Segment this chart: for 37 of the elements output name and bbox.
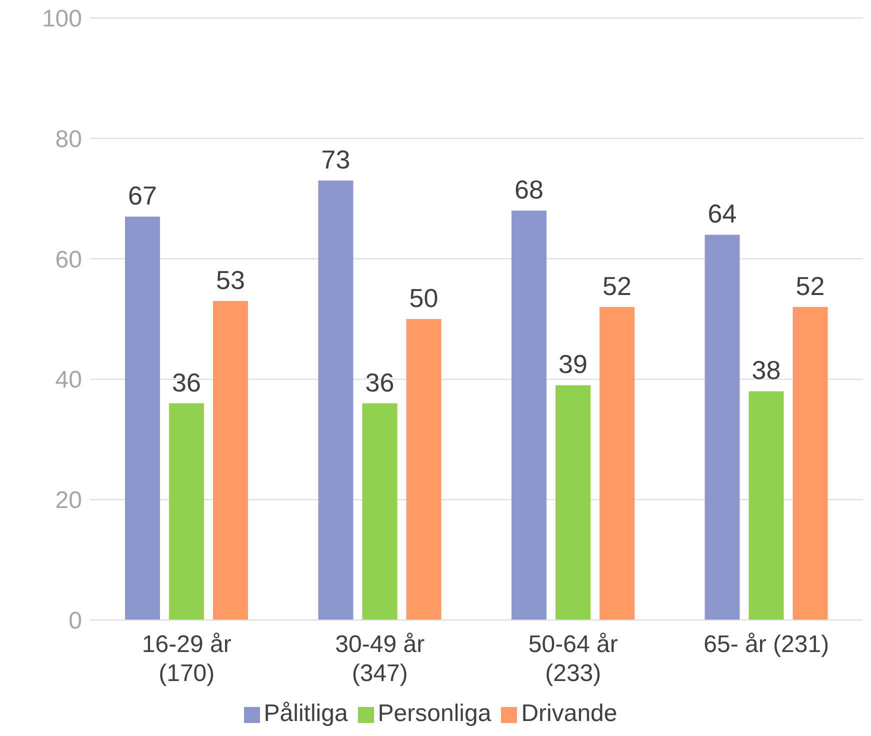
y-tick-label: 20 bbox=[55, 487, 82, 514]
data-label: 53 bbox=[216, 264, 245, 295]
x-tick-label: 65- år (231) bbox=[704, 631, 830, 658]
data-label: 52 bbox=[602, 270, 632, 301]
bar bbox=[704, 234, 740, 620]
bar bbox=[600, 306, 634, 620]
bar bbox=[362, 403, 398, 620]
bar bbox=[406, 319, 442, 620]
bar bbox=[213, 300, 248, 620]
bar bbox=[318, 180, 354, 620]
y-tick-label: 0 bbox=[68, 608, 82, 635]
bar bbox=[748, 391, 784, 620]
data-label: 68 bbox=[514, 174, 544, 205]
y-tick-label: 100 bbox=[42, 6, 82, 33]
bar bbox=[792, 306, 828, 620]
bar bbox=[125, 216, 160, 620]
legend-label: Pålitliga bbox=[264, 700, 348, 727]
y-tick-label: 40 bbox=[55, 366, 82, 394]
data-label: 67 bbox=[128, 180, 157, 211]
data-label: 39 bbox=[558, 349, 588, 380]
legend-label: Personliga bbox=[378, 700, 492, 727]
data-label: 64 bbox=[708, 198, 737, 229]
x-tick-label: 50-64 år (233) bbox=[528, 631, 618, 687]
bar bbox=[169, 403, 204, 620]
data-label: 36 bbox=[365, 367, 394, 398]
data-label: 73 bbox=[321, 144, 350, 175]
data-label: 38 bbox=[752, 355, 781, 386]
y-tick-label: 60 bbox=[55, 246, 82, 274]
data-label: 52 bbox=[796, 270, 825, 301]
y-tick-label: 80 bbox=[55, 126, 82, 153]
bar bbox=[556, 385, 590, 620]
legend-label: Drivande bbox=[521, 700, 618, 727]
x-tick-label: 30-49 år (347) bbox=[335, 631, 425, 687]
bar bbox=[512, 210, 546, 620]
data-label: 50 bbox=[409, 283, 438, 313]
data-label: 36 bbox=[172, 367, 201, 398]
x-tick-label: 16-29 år (170) bbox=[142, 631, 232, 687]
